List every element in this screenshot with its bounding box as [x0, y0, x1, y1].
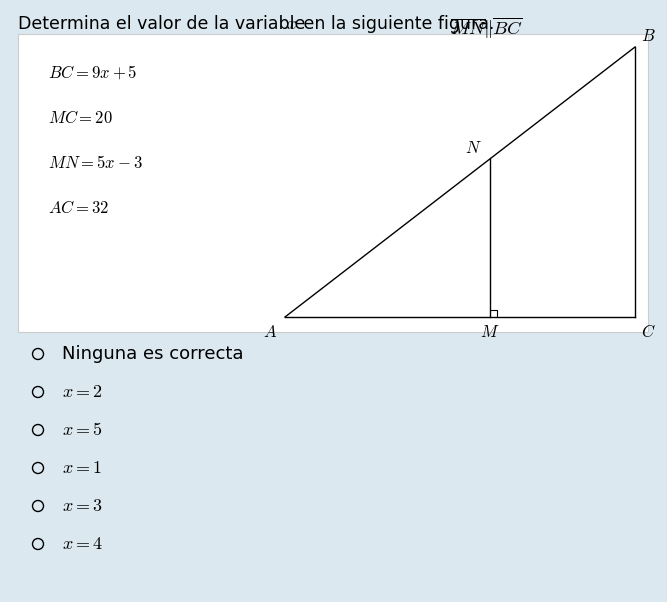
Text: $x$: $x$ — [286, 15, 297, 33]
Text: Ninguna es correcta: Ninguna es correcta — [62, 345, 243, 363]
Text: $x = 4$: $x = 4$ — [62, 535, 103, 553]
Text: $x = 2$: $x = 2$ — [62, 383, 103, 401]
Text: $x = 5$: $x = 5$ — [62, 421, 103, 439]
Text: $A$: $A$ — [263, 323, 277, 341]
Text: $MC = 20$: $MC = 20$ — [48, 109, 113, 127]
Text: $C$: $C$ — [641, 323, 656, 341]
Text: $BC = 9x + 5$: $BC = 9x + 5$ — [48, 64, 137, 82]
Text: Determina el valor de la variable: Determina el valor de la variable — [18, 15, 311, 33]
Text: $B$: $B$ — [641, 27, 656, 45]
FancyBboxPatch shape — [18, 34, 648, 332]
Text: $N$: $N$ — [466, 139, 482, 157]
Text: $\overline{MN}\|\overline{BC}$: $\overline{MN}\|\overline{BC}$ — [450, 15, 523, 41]
Text: $x = 1$: $x = 1$ — [62, 459, 102, 477]
Text: en la siguiente figura.: en la siguiente figura. — [298, 15, 500, 33]
Text: $x = 3$: $x = 3$ — [62, 497, 103, 515]
Text: $MN = 5x - 3$: $MN = 5x - 3$ — [48, 154, 143, 172]
Text: $M$: $M$ — [480, 323, 500, 341]
Text: $AC = 32$: $AC = 32$ — [48, 199, 109, 217]
